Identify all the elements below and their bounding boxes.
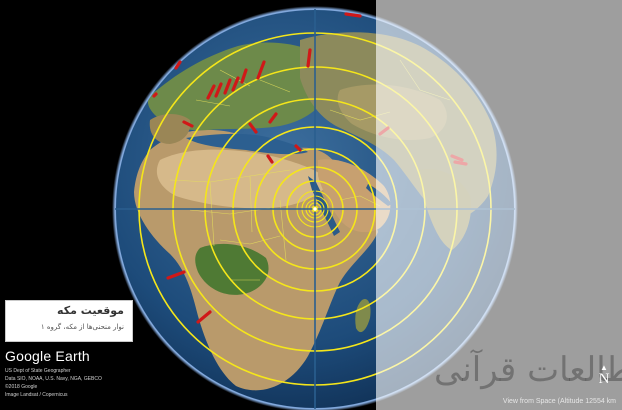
north-compass[interactable]: ▲ N xyxy=(597,364,611,387)
qibla-marker xyxy=(166,270,186,280)
central-africa-forest xyxy=(195,243,269,295)
watermark-logo-text: مطالعات قرآنی xyxy=(434,350,622,390)
qibla-marker xyxy=(223,78,232,95)
qibla-marker xyxy=(294,144,302,152)
qibla-marker xyxy=(306,48,312,68)
north-arrow-icon: ▲ xyxy=(600,363,608,372)
country-borders xyxy=(169,59,451,281)
credit-line: Data SIO, NOAA, U.S. Navy, NGA, GEBCO xyxy=(5,376,102,382)
qibla-marker xyxy=(174,60,182,70)
qibla-marker xyxy=(231,76,240,92)
qibla-marker xyxy=(248,122,258,134)
qibla-marker xyxy=(266,154,274,164)
qibla-marker xyxy=(256,60,266,80)
qibla-marker xyxy=(268,112,278,124)
google-earth-logo: Google Earth xyxy=(5,348,90,364)
landmass-europe xyxy=(148,42,330,131)
mediterranean-sea xyxy=(186,133,308,155)
qibla-marker xyxy=(240,68,248,84)
location-label-card[interactable]: موقعیت مکه نوار منحنی‌ها از مکه، گروه ۱ xyxy=(5,300,133,342)
qibla-marker xyxy=(196,310,212,324)
qibla-marker xyxy=(152,92,158,98)
imagery-credits: US Dept of State Geographer Data SIO, NO… xyxy=(5,367,102,399)
location-subtitle: نوار منحنی‌ها از مکه، گروه ۱ xyxy=(40,323,124,331)
madagascar xyxy=(355,298,371,333)
north-letter: N xyxy=(598,371,610,387)
qibla-marker xyxy=(214,82,223,98)
qibla-marker xyxy=(344,12,362,18)
location-title: موقعیت مکه xyxy=(57,304,124,317)
watermark-panel xyxy=(376,0,622,410)
sahara-region xyxy=(156,149,330,209)
mecca-center-point[interactable] xyxy=(312,206,318,212)
qibla-marker xyxy=(182,120,194,128)
qibla-marker xyxy=(206,84,216,100)
view-status-text: View from Space (Altitude 12554 km xyxy=(502,398,616,405)
credit-line: US Dept of State Geographer xyxy=(5,368,71,374)
iberia xyxy=(149,114,191,144)
credit-line: Image Landsat / Copernicus xyxy=(5,392,68,398)
credit-line: ©2018 Google xyxy=(5,384,38,390)
